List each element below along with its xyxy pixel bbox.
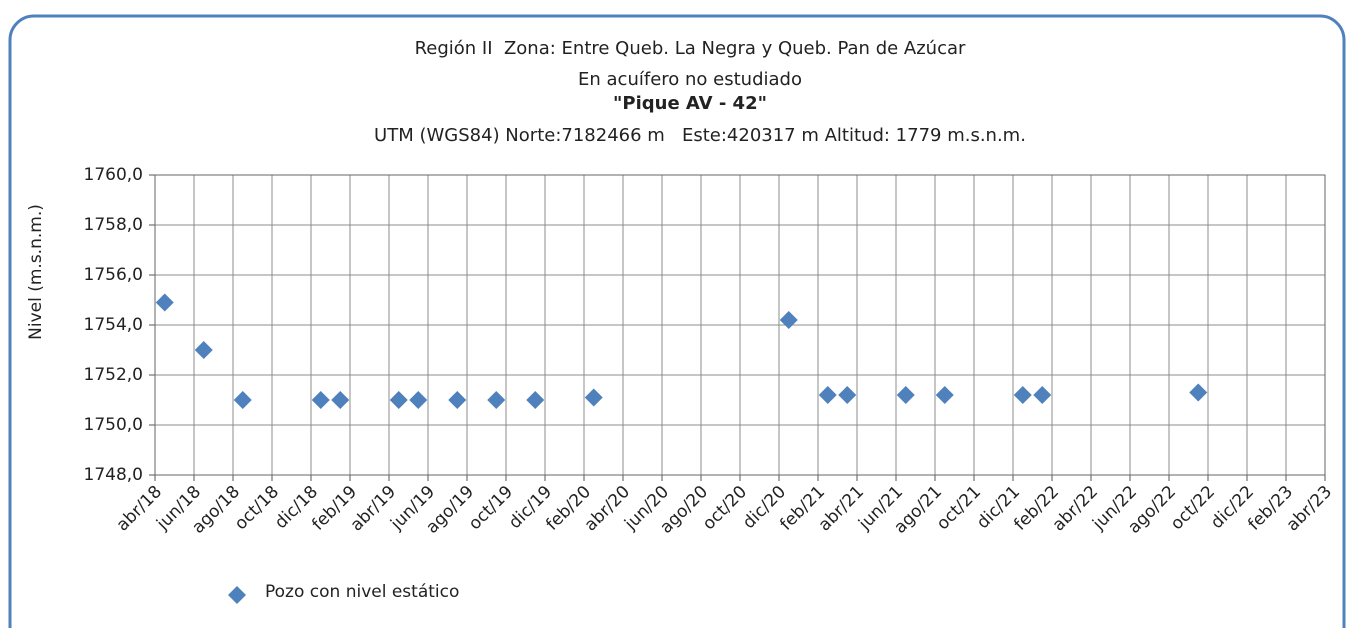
data-point bbox=[331, 391, 350, 409]
data-point bbox=[487, 391, 506, 409]
y-tick-label: 1760,0 bbox=[84, 165, 143, 185]
data-point bbox=[779, 311, 798, 329]
data-point bbox=[935, 386, 954, 404]
data-point bbox=[389, 391, 408, 409]
y-tick-label: 1756,0 bbox=[84, 265, 143, 285]
coordinates: UTM (WGS84) Norte:7182466 m Este:420317 … bbox=[374, 125, 1026, 146]
y-tick-label: 1752,0 bbox=[84, 365, 143, 385]
legend-marker bbox=[228, 586, 246, 604]
data-point bbox=[194, 341, 213, 359]
data-point bbox=[896, 386, 915, 404]
data-point bbox=[838, 386, 857, 404]
data-point bbox=[1033, 386, 1052, 404]
data-point bbox=[311, 391, 330, 409]
data-point bbox=[818, 386, 837, 404]
y-tick-label: 1758,0 bbox=[84, 215, 143, 235]
data-point bbox=[1189, 383, 1208, 402]
data-point bbox=[526, 391, 545, 409]
data-point bbox=[584, 388, 603, 407]
plot-border bbox=[154, 174, 1326, 476]
chart-title: Región II Zona: Entre Queb. La Negra y Q… bbox=[415, 38, 966, 59]
well-name: "Pique AV - 42" bbox=[613, 93, 767, 114]
data-point bbox=[233, 391, 252, 409]
data-point bbox=[155, 293, 174, 312]
chart-subtitle: En acuífero no estudiado bbox=[578, 69, 802, 90]
data-point bbox=[409, 391, 428, 409]
y-tick-label: 1750,0 bbox=[84, 415, 143, 435]
data-point bbox=[448, 391, 467, 409]
legend-label: Pozo con nivel estático bbox=[265, 582, 459, 602]
data-point bbox=[1013, 386, 1032, 404]
y-tick-label: 1748,0 bbox=[84, 465, 143, 485]
y-tick-label: 1754,0 bbox=[84, 315, 143, 335]
y-axis-label: Nivel (m.s.n.m.) bbox=[26, 204, 46, 340]
